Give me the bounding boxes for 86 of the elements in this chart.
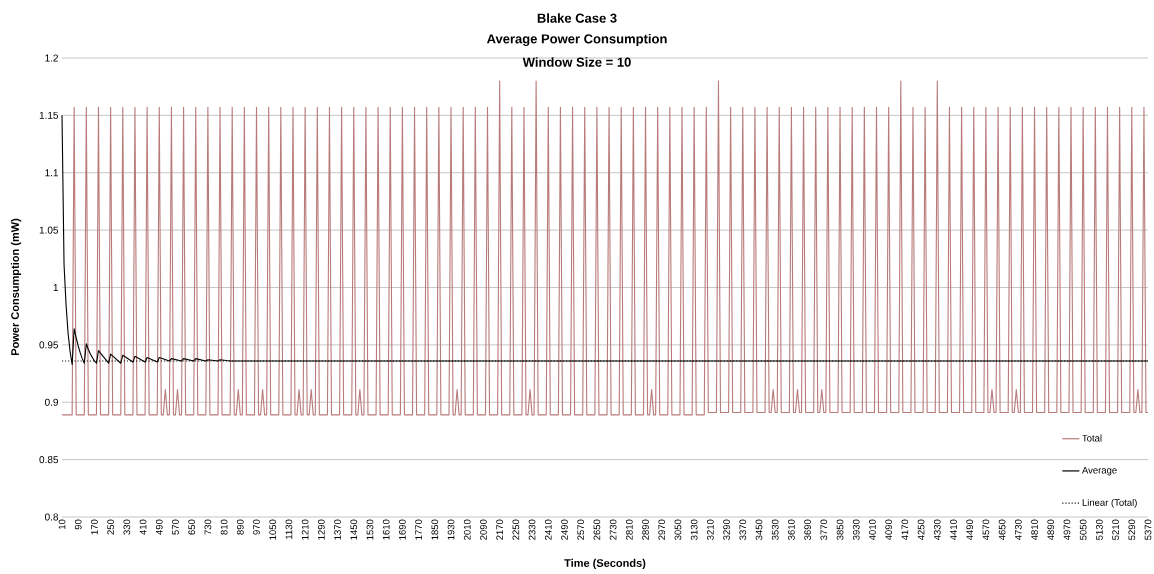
x-tick-label: 2010 bbox=[463, 519, 471, 540]
x-tick-label: 890 bbox=[236, 519, 244, 535]
x-tick-label: 1130 bbox=[285, 519, 293, 539]
x-tick-label: 4170 bbox=[901, 519, 909, 541]
x-tick-label: 3130 bbox=[690, 519, 698, 540]
x-tick-label: 1210 bbox=[301, 519, 309, 540]
x-tick-label: 3610 bbox=[788, 519, 795, 540]
chart-title: Blake Case 3 bbox=[537, 13, 617, 23]
x-tick-label: 4410 bbox=[950, 519, 957, 541]
x-tick-label: 3370 bbox=[739, 519, 747, 540]
y-tick-label: 1.1 bbox=[45, 169, 59, 177]
x-tick-label: 490 bbox=[155, 519, 163, 535]
x-tick-label: 5290 bbox=[1128, 519, 1136, 540]
x-tick-label: 2970 bbox=[658, 519, 666, 540]
x-tick-label: 3050 bbox=[674, 519, 682, 540]
y-tick-label: 1.05 bbox=[39, 226, 59, 234]
x-tick-label: 1290 bbox=[317, 519, 325, 540]
x-tick-label: 5130 bbox=[1096, 519, 1103, 540]
x-tick-label: 730 bbox=[204, 519, 212, 535]
x-tick-label: 4810 bbox=[1031, 519, 1038, 541]
chart-subtitle: Average Power Consumption bbox=[486, 33, 667, 47]
y-tick-label: 0.8 bbox=[44, 513, 59, 521]
x-tick-label: 4650 bbox=[998, 519, 1006, 541]
y-tick-label: 1.2 bbox=[45, 54, 58, 62]
y-axis-title: Power Consumption (mW) bbox=[10, 218, 22, 355]
x-tick-label: 170 bbox=[91, 519, 98, 535]
x-tick-label: 3210 bbox=[706, 519, 714, 540]
x-tick-label: 3690 bbox=[804, 519, 811, 540]
x-tick-label: 3850 bbox=[836, 519, 844, 540]
x-axis-title: Time (Seconds) bbox=[564, 558, 646, 570]
x-tick-label: 1610 bbox=[382, 519, 390, 540]
x-tick-label: 1690 bbox=[399, 519, 406, 540]
x-tick-label: 3290 bbox=[723, 519, 730, 540]
x-tick-label: 330 bbox=[123, 519, 131, 535]
x-tick-label: 5370 bbox=[1144, 519, 1152, 540]
legend-label: Total bbox=[1082, 434, 1102, 442]
x-tick-label: 4570 bbox=[982, 519, 990, 541]
x-tick-label: 1530 bbox=[366, 519, 374, 540]
x-tick-label: 970 bbox=[253, 519, 260, 535]
x-tick-label: 4250 bbox=[917, 519, 925, 541]
x-tick-label: 1370 bbox=[334, 519, 341, 540]
x-tick-label: 1050 bbox=[269, 519, 277, 540]
x-tick-label: 4090 bbox=[885, 519, 893, 541]
x-tick-label: 3530 bbox=[771, 519, 779, 540]
x-tick-label: 2090 bbox=[480, 519, 487, 540]
x-tick-label: 4890 bbox=[1047, 519, 1055, 541]
x-tick-label: 2810 bbox=[625, 519, 633, 540]
x-tick-label: 4970 bbox=[1063, 519, 1071, 541]
x-tick-label: 2730 bbox=[609, 519, 617, 540]
x-tick-label: 5050 bbox=[1079, 519, 1087, 540]
x-tick-label: 90 bbox=[74, 519, 82, 530]
x-tick-label: 1770 bbox=[415, 519, 422, 540]
x-tick-label: 4490 bbox=[966, 519, 974, 541]
x-tick-label: 410 bbox=[139, 519, 147, 535]
x-tick-label: 2410 bbox=[544, 519, 552, 540]
x-tick-label: 1850 bbox=[431, 519, 439, 540]
x-tick-label: 570 bbox=[172, 519, 179, 535]
x-tick-label: 2650 bbox=[593, 519, 601, 540]
line-series bbox=[61, 80, 1149, 416]
x-tick-label: 2890 bbox=[642, 519, 649, 540]
y-tick-label: 0.9 bbox=[44, 398, 59, 406]
x-tick-label: 1930 bbox=[447, 519, 455, 540]
x-tick-label: 5210 bbox=[1112, 519, 1119, 540]
x-tick-label: 810 bbox=[220, 519, 228, 535]
y-tick-label: 1.15 bbox=[39, 111, 59, 119]
x-tick-label: 4010 bbox=[869, 519, 876, 541]
x-tick-label: 4730 bbox=[1014, 519, 1022, 541]
x-tick-label: 650 bbox=[188, 519, 196, 535]
x-tick-label: 1450 bbox=[350, 519, 358, 540]
annotation: Window Size = 10 bbox=[522, 57, 631, 67]
x-tick-label: 3770 bbox=[820, 519, 828, 540]
x-tick-label: 3450 bbox=[755, 519, 763, 540]
x-tick-label: 2570 bbox=[577, 519, 585, 540]
x-tick-label: 10 bbox=[58, 519, 66, 530]
legend-label: Linear (Total) bbox=[1082, 498, 1137, 508]
legend-label: Average bbox=[1081, 466, 1117, 476]
x-tick-label: 2250 bbox=[512, 519, 520, 540]
x-tick-label: 3930 bbox=[852, 519, 860, 540]
x-tick-label: 250 bbox=[107, 519, 114, 535]
y-tick-label: 0.85 bbox=[39, 456, 59, 464]
y-tick-label: 1 bbox=[53, 284, 59, 291]
x-tick-label: 2330 bbox=[528, 519, 536, 540]
x-tick-label: 2490 bbox=[561, 519, 568, 540]
x-tick-label: 4330 bbox=[933, 519, 941, 541]
y-tick-label: 0.95 bbox=[39, 341, 59, 349]
x-tick-label: 2170 bbox=[496, 519, 504, 540]
